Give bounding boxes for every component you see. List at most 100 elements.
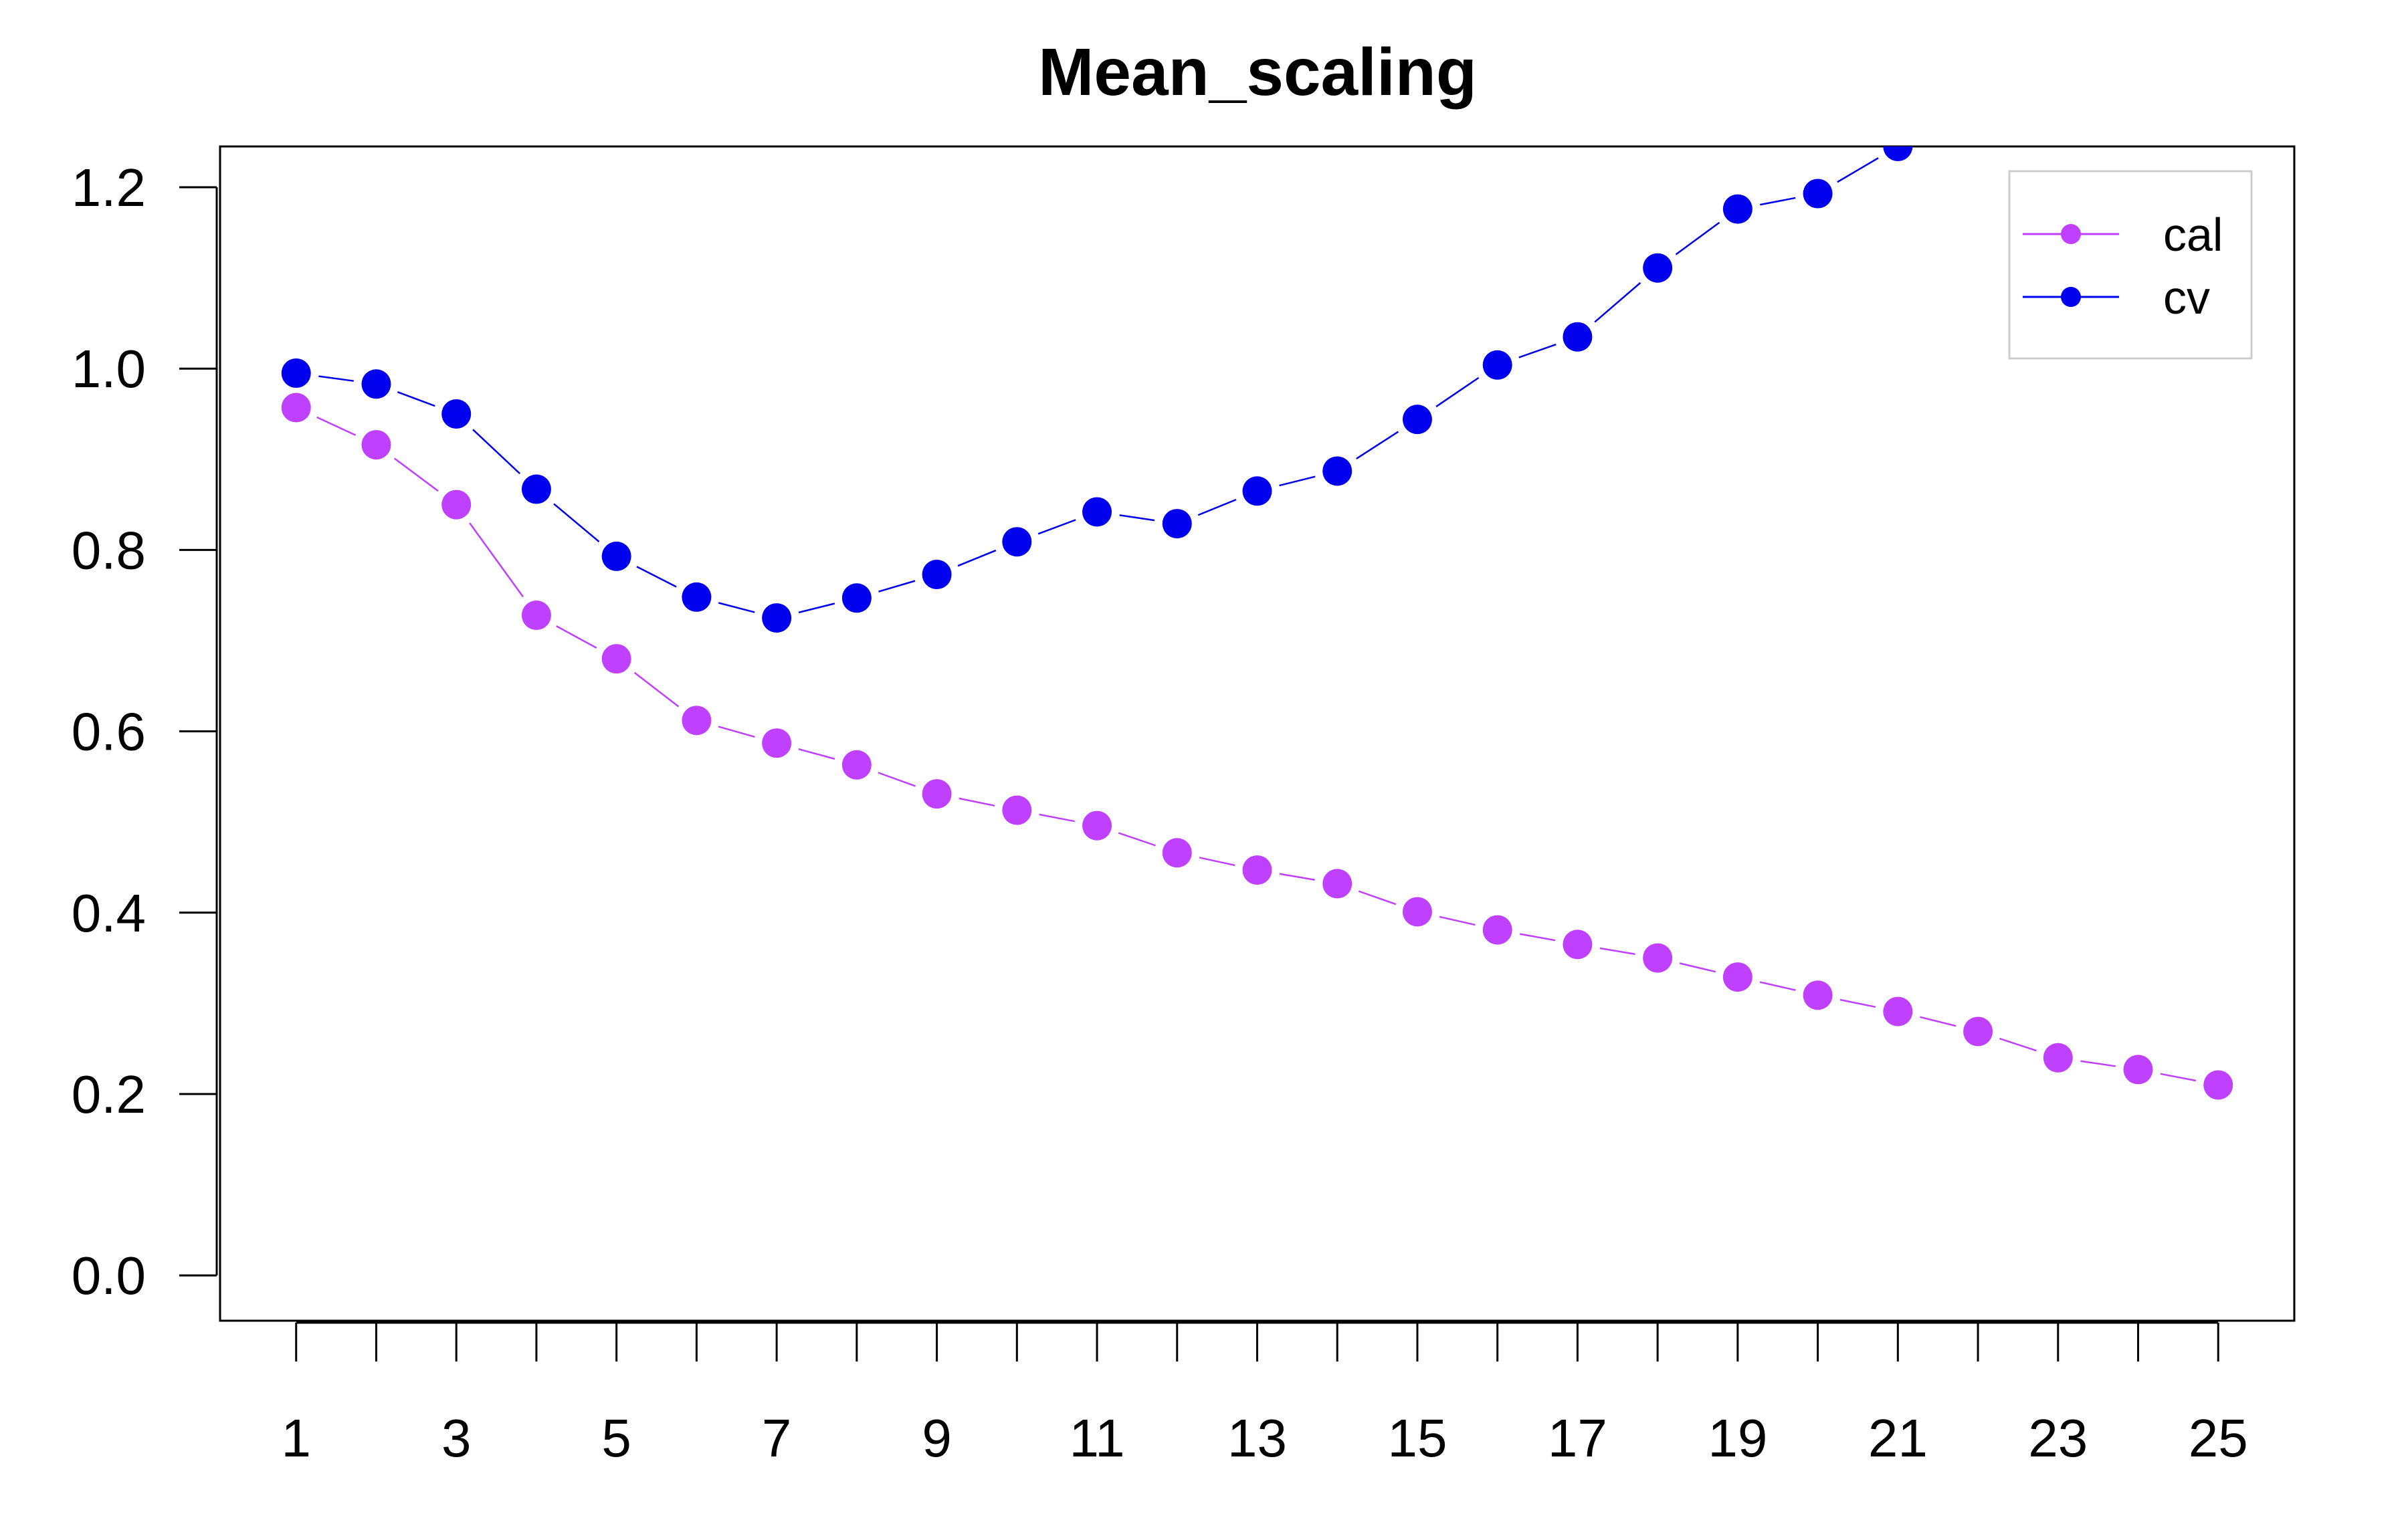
data-point-cal xyxy=(1322,869,1352,899)
data-point-cv xyxy=(762,603,792,633)
series-line-segment xyxy=(1675,221,1720,255)
x-tick-label: 9 xyxy=(922,1408,952,1468)
data-point-cv xyxy=(601,541,631,571)
series-line-segment xyxy=(1037,519,1076,535)
data-point-cv xyxy=(361,369,391,399)
x-tick-label: 21 xyxy=(1868,1408,1928,1468)
data-point-cv xyxy=(922,560,952,590)
data-point-cal xyxy=(841,750,872,780)
series-line-segment xyxy=(1518,343,1557,358)
series-line-segment xyxy=(316,416,357,436)
x-tick-label: 23 xyxy=(2028,1408,2088,1468)
x-axis: 1 3 5 7 9 11 13 15 17 19 21 23 25 xyxy=(281,1321,2248,1468)
data-point-cal xyxy=(521,601,551,631)
y-tick-label: 0.4 xyxy=(72,883,146,943)
data-point-cal xyxy=(1963,1016,1993,1047)
data-point-cv xyxy=(1643,253,1673,283)
data-point-cv xyxy=(1722,194,1752,224)
legend-label-cv: cv xyxy=(2163,271,2210,324)
data-point-cal xyxy=(1883,996,1913,1026)
legend-box xyxy=(2008,170,2253,360)
series-line-segment xyxy=(798,748,835,760)
x-tick-label: 1 xyxy=(281,1408,311,1468)
data-point-cal xyxy=(2203,1070,2233,1100)
y-tick-label: 0.2 xyxy=(72,1065,146,1124)
data-point-cal xyxy=(1162,838,1192,868)
series-layer xyxy=(281,146,2233,1100)
y-tick-label: 1.0 xyxy=(72,339,146,399)
series-line-segment xyxy=(1999,1037,2037,1052)
series-line-segment xyxy=(2080,1060,2116,1067)
series-line-segment xyxy=(957,549,997,567)
x-tick-label: 11 xyxy=(1070,1408,1125,1468)
data-point-cal xyxy=(1402,897,1432,927)
data-point-cal xyxy=(1722,962,1752,992)
series-line-segment xyxy=(718,726,755,738)
y-tick-label: 1.2 xyxy=(72,158,146,217)
series-line-segment xyxy=(553,503,600,543)
data-point-cv xyxy=(1883,146,1913,161)
series-cal xyxy=(281,393,2233,1100)
series-line-segment xyxy=(1920,1016,1956,1027)
series-line-segment xyxy=(1358,890,1397,905)
series-line-segment xyxy=(798,603,835,614)
x-tick-label: 3 xyxy=(441,1408,472,1468)
series-line-segment xyxy=(1837,157,1879,183)
data-point-cal xyxy=(2123,1055,2153,1085)
x-tick-label: 15 xyxy=(1387,1408,1447,1468)
data-point-cal xyxy=(2043,1043,2073,1073)
series-line-segment xyxy=(1435,376,1480,408)
series-line-segment xyxy=(1197,498,1237,516)
legend-label-cal: cal xyxy=(2163,209,2223,261)
data-point-cv xyxy=(441,399,472,429)
x-tick-label: 25 xyxy=(2189,1408,2248,1468)
data-point-cv xyxy=(1242,476,1272,506)
data-point-cv xyxy=(1002,527,1032,557)
data-point-cv xyxy=(1162,509,1192,539)
series-line-segment xyxy=(472,429,521,475)
series-line-segment xyxy=(633,671,680,708)
series-line-segment xyxy=(1759,981,1796,991)
data-point-cv xyxy=(1803,179,1833,209)
series-line-segment xyxy=(878,772,916,787)
series-line-segment xyxy=(1199,857,1235,867)
series-line-segment xyxy=(2160,1073,2197,1082)
series-line-segment xyxy=(1039,813,1075,823)
series-line-segment xyxy=(1760,197,1796,206)
series-line-segment xyxy=(1118,832,1156,847)
data-point-cal xyxy=(281,393,311,423)
series-line-segment xyxy=(556,625,597,649)
x-tick-label: 5 xyxy=(601,1408,631,1468)
data-point-cal xyxy=(1242,855,1272,885)
data-point-cal xyxy=(762,728,792,758)
x-tick-label: 19 xyxy=(1708,1408,1767,1468)
series-line-segment xyxy=(1279,475,1316,487)
data-point-cal xyxy=(1002,795,1032,825)
y-axis: 0.0 0.2 0.4 0.6 0.8 1.0 1.2 xyxy=(72,158,218,1305)
data-point-cal xyxy=(441,490,472,520)
series-line-segment xyxy=(1594,282,1641,323)
x-tick-label: 17 xyxy=(1548,1408,1607,1468)
series-line-segment xyxy=(878,580,916,592)
data-point-cv xyxy=(1563,322,1593,352)
y-tick-label: 0.8 xyxy=(72,520,146,580)
data-point-cal xyxy=(361,430,391,460)
data-point-cv xyxy=(841,583,872,613)
series-line-segment xyxy=(718,602,755,613)
data-point-cv xyxy=(682,582,712,612)
legend: cal cv xyxy=(2008,170,2253,360)
data-point-cal xyxy=(922,779,952,809)
series-line-segment xyxy=(397,391,435,407)
data-point-cv xyxy=(1402,405,1432,435)
legend-marker-cv xyxy=(2061,287,2081,307)
series-line-segment xyxy=(1519,933,1556,942)
series-line-segment xyxy=(959,797,995,807)
data-point-cv xyxy=(281,358,311,388)
series-line-segment xyxy=(469,522,524,598)
series-line-segment xyxy=(1679,962,1716,973)
data-point-cal xyxy=(1482,915,1512,945)
data-point-cv xyxy=(1082,497,1112,527)
data-point-cal xyxy=(601,644,631,674)
series-line-segment xyxy=(318,375,354,382)
